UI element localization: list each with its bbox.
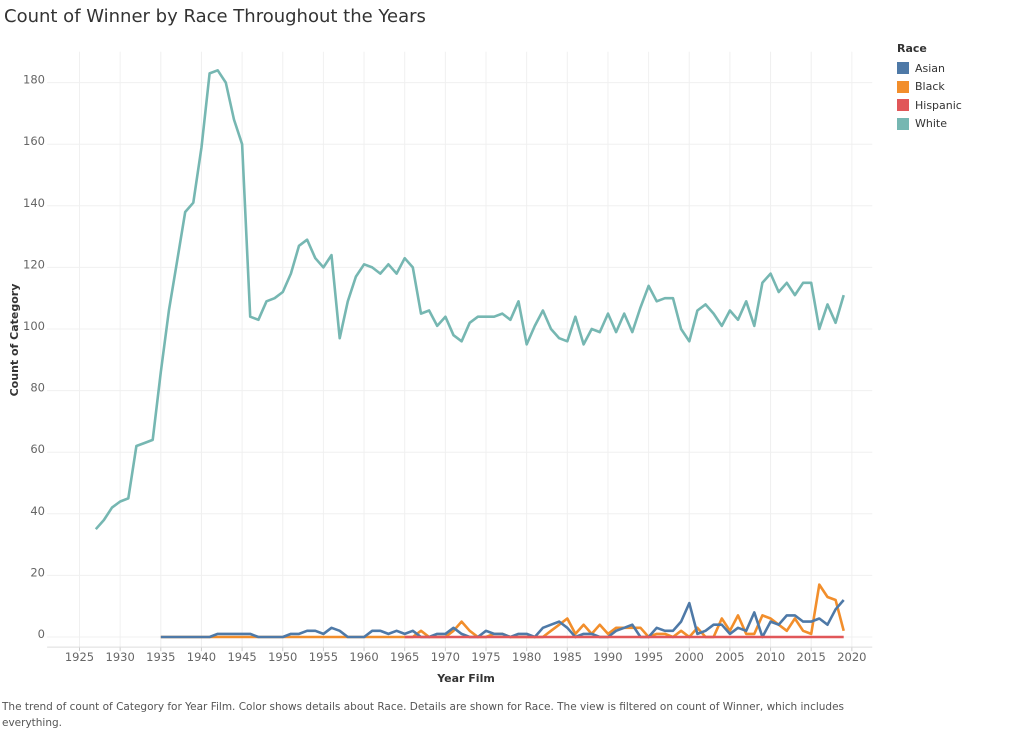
legend-swatch [897, 99, 909, 112]
legend-label: Black [915, 80, 945, 94]
y-tick-label: 80 [30, 381, 45, 395]
legend-title: Race [897, 42, 927, 55]
x-tick-label: 1945 [227, 650, 256, 664]
legend-swatch [897, 117, 909, 130]
series-line-white[interactable] [94, 69, 845, 531]
x-tick-label: 2010 [756, 650, 785, 664]
y-tick-label: 120 [23, 257, 45, 271]
y-tick-label: 160 [23, 134, 45, 148]
legend-label: Asian [915, 61, 946, 75]
y-axis-ticks: 0 20 40 60 80 100 120 140 160 180 [23, 73, 45, 641]
legend-label: White [915, 117, 947, 131]
x-tick-label: 1925 [65, 650, 94, 664]
y-tick-label: 140 [23, 196, 45, 210]
gridlines [47, 51, 873, 652]
series-lines [94, 69, 845, 639]
x-tick-label: 1975 [471, 650, 500, 664]
x-tick-label: 1985 [553, 650, 582, 664]
legend-label: Hispanic [915, 98, 962, 112]
legend-swatch [897, 62, 909, 75]
y-tick-label: 100 [23, 319, 45, 333]
legend: Race Asian Black Hispanic White [897, 42, 962, 133]
chart-caption: The trend of count of Category for Year … [2, 701, 845, 729]
x-tick-label: 2015 [797, 650, 826, 664]
legend-item-asian[interactable]: Asian [897, 59, 962, 78]
x-tick-label: 1950 [268, 650, 297, 664]
x-tick-label: 1930 [106, 650, 135, 664]
x-tick-label: 1940 [187, 650, 216, 664]
x-tick-label: 1965 [390, 650, 419, 664]
x-tick-label: 2005 [715, 650, 744, 664]
series-line-asian[interactable] [160, 599, 845, 639]
legend-item-black[interactable]: Black [897, 78, 962, 97]
x-tick-label: 1980 [512, 650, 541, 664]
x-axis-title: Year Film [436, 672, 495, 685]
y-tick-label: 40 [30, 504, 45, 518]
legend-item-white[interactable]: White [897, 115, 962, 134]
x-tick-label: 2000 [675, 650, 704, 664]
y-tick-label: 180 [23, 73, 45, 87]
x-tick-label: 1955 [309, 650, 338, 664]
x-tick-label: 1960 [349, 650, 378, 664]
y-tick-label: 60 [30, 442, 45, 456]
x-tick-label: 1990 [593, 650, 622, 664]
x-tick-label: 2020 [837, 650, 866, 664]
x-tick-label: 1970 [431, 650, 460, 664]
x-tick-label: 1995 [634, 650, 663, 664]
y-tick-label: 20 [30, 565, 45, 579]
x-axis-ticks: 1925 1930 1935 1940 1945 1950 1955 1960 1965 1970… [65, 650, 867, 664]
y-tick-label: 0 [38, 627, 45, 641]
chart-title: Count of Winner by Race Throughout the Y… [4, 6, 426, 27]
x-tick-label: 1935 [146, 650, 175, 664]
legend-item-hispanic[interactable]: Hispanic [897, 96, 962, 115]
y-axis-title: Count of Category [8, 284, 21, 397]
legend-swatch [897, 80, 909, 93]
